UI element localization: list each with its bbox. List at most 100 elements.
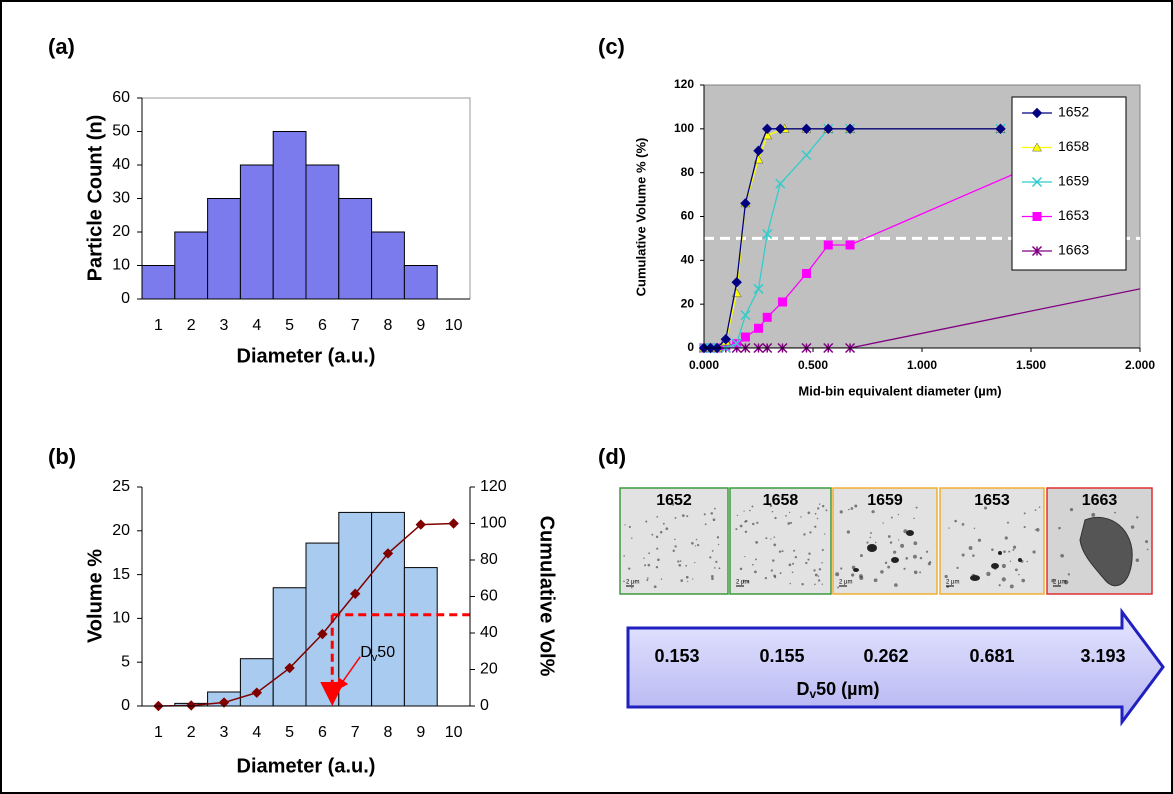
speck	[794, 555, 798, 559]
speck	[1035, 528, 1040, 532]
speck	[859, 576, 864, 581]
speck	[655, 535, 659, 539]
speck	[710, 574, 714, 578]
marker	[823, 123, 834, 135]
y-tick-label: 100	[674, 121, 694, 135]
x-tick-label: 1.500	[1016, 358, 1046, 372]
speck	[944, 574, 948, 579]
speck	[695, 538, 698, 541]
speck	[1034, 529, 1036, 531]
speck	[973, 527, 976, 530]
y-tick-label: 100	[480, 515, 507, 532]
y-tick-label: 80	[480, 551, 498, 568]
speck	[789, 582, 792, 585]
speck	[1032, 550, 1036, 554]
speck	[1095, 503, 1097, 505]
marker	[721, 341, 731, 351]
speck	[816, 517, 819, 520]
micrograph	[939, 487, 1045, 595]
speck	[647, 563, 651, 567]
speck	[1021, 578, 1026, 583]
speck	[773, 536, 776, 538]
speck	[850, 573, 855, 577]
speck	[814, 583, 816, 586]
speck	[770, 569, 773, 572]
legend-label: 1658	[1058, 138, 1089, 154]
d50-value: 0.681	[969, 646, 1014, 666]
speck	[631, 586, 633, 589]
legend-label: 1663	[1058, 242, 1089, 258]
legend-label: 1653	[1058, 207, 1089, 223]
marker	[762, 312, 772, 322]
speck	[897, 513, 900, 516]
speck	[709, 556, 712, 559]
speck	[998, 584, 1001, 587]
speck	[787, 522, 791, 525]
speck	[623, 555, 625, 557]
marker	[218, 697, 230, 708]
speck	[954, 519, 957, 523]
speck	[647, 577, 649, 579]
speck	[743, 510, 745, 512]
legend-box	[1011, 96, 1127, 271]
speck	[866, 541, 869, 544]
speck	[778, 550, 782, 553]
speck	[744, 520, 747, 523]
speck	[814, 525, 817, 528]
speck	[803, 533, 806, 536]
speck	[850, 507, 854, 510]
x-tick-label: 10	[445, 724, 463, 741]
speck	[915, 506, 918, 509]
speck	[754, 558, 757, 561]
x-axis-title: Mid-bin equivalent diameter (µm)	[798, 383, 1001, 398]
speck	[755, 540, 759, 544]
tile-label: 1658	[763, 492, 799, 509]
speck	[789, 521, 793, 524]
legend-label: 1659	[1058, 173, 1089, 189]
speck	[674, 516, 677, 519]
speck	[825, 509, 828, 512]
speck	[961, 523, 965, 526]
speck	[665, 527, 669, 531]
speck	[742, 579, 745, 583]
x-tick-label: 1	[154, 724, 163, 741]
speck	[662, 522, 665, 525]
speck	[824, 533, 826, 535]
x-tick-label: 8	[384, 317, 393, 334]
speck	[646, 579, 649, 582]
line	[158, 522, 454, 707]
speck	[704, 523, 707, 526]
marker	[731, 277, 742, 288]
d50-label-sub: v	[809, 687, 816, 701]
speck	[677, 560, 680, 563]
speck	[674, 545, 677, 548]
speck	[913, 517, 915, 520]
speck	[813, 569, 816, 572]
d50-arrow	[626, 607, 1165, 727]
speck	[1004, 536, 1008, 540]
x-tick-label: 8	[384, 724, 393, 741]
speck	[887, 535, 891, 538]
speck	[840, 567, 843, 570]
bar	[403, 567, 438, 707]
speck	[643, 557, 645, 559]
speck	[991, 548, 994, 551]
speck	[961, 553, 965, 557]
micrograph	[619, 487, 729, 595]
speck	[977, 538, 982, 542]
speck	[1146, 548, 1149, 551]
speck	[781, 550, 784, 553]
speck	[847, 508, 850, 511]
annotation: Dv50	[360, 644, 395, 664]
x-tick-label: 2	[187, 317, 196, 334]
speck	[821, 562, 823, 564]
y-tick-label: 120	[674, 77, 694, 91]
scale-label: 2 µm	[1053, 580, 1066, 586]
tile-label: 1652	[656, 492, 692, 509]
y-tick-label: 10	[112, 257, 130, 274]
speck	[1006, 521, 1010, 524]
bar	[371, 231, 405, 300]
speck	[929, 561, 932, 564]
x-tick-label: 3	[220, 724, 229, 741]
speck	[752, 563, 754, 566]
